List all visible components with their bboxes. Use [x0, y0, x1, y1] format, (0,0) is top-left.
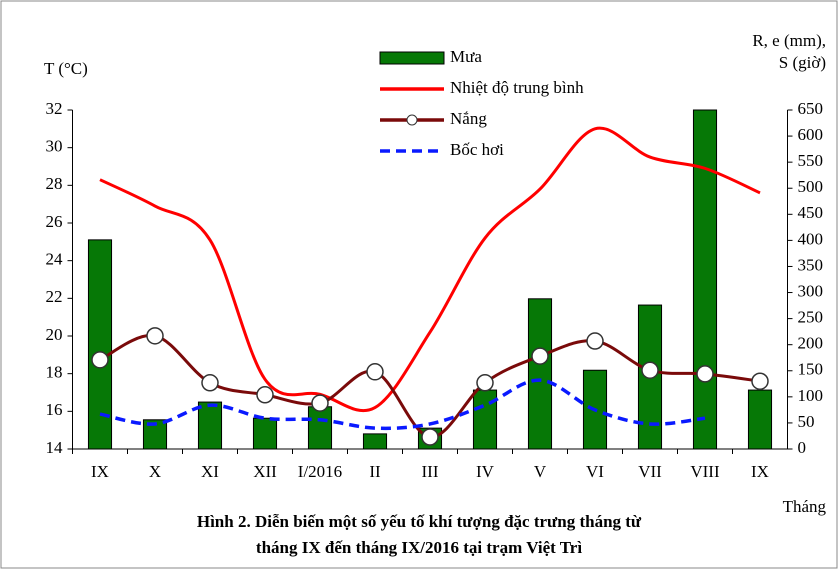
y2-tick-label: 600 [798, 125, 824, 144]
y-tick-label: 30 [46, 137, 63, 156]
marker [641, 361, 659, 379]
y2-tick-label: 350 [798, 255, 824, 274]
y-tick-label: 32 [46, 99, 63, 118]
y2-tick-label: 500 [798, 177, 824, 196]
y-tick-label: 28 [46, 174, 63, 193]
caption: Hình 2. Diễn biến một số yếu tố khí tượn… [197, 512, 642, 531]
marker [256, 386, 274, 404]
line [99, 126, 761, 413]
y2-axis-label: R, e (mm), [752, 31, 826, 50]
marker [696, 365, 714, 383]
bar [472, 389, 498, 450]
marker [146, 327, 164, 345]
y2-tick-label: 300 [798, 281, 824, 300]
y-axis-label: T (°C) [44, 59, 88, 78]
x-tick-label: XII [253, 462, 277, 481]
marker [531, 347, 549, 365]
x-axis-label: Tháng [783, 497, 827, 516]
x-tick-label: XI [201, 462, 219, 481]
y-tick-label: 16 [46, 400, 63, 419]
y-tick-label: 26 [46, 212, 63, 231]
marker [586, 332, 604, 350]
x-tick-label: III [422, 462, 439, 481]
y2-tick-label: 450 [798, 203, 824, 222]
legend-swatch [379, 51, 445, 65]
marker [421, 428, 439, 446]
bar [307, 406, 333, 450]
legend-label: Bốc hơi [450, 140, 504, 159]
x-tick-label: VII [638, 462, 662, 481]
x-tick-label: II [369, 462, 381, 481]
x-tick-label: IV [476, 462, 495, 481]
marker [476, 374, 494, 392]
y2-tick-label: 400 [798, 229, 824, 248]
y-tick-label: 24 [46, 250, 64, 269]
marker [201, 374, 219, 392]
bar [747, 389, 773, 450]
x-tick-label: IX [91, 462, 109, 481]
marker [751, 372, 769, 390]
y-tick-label: 18 [46, 363, 63, 382]
legend-label: Nhiệt độ trung bình [450, 78, 584, 97]
marker [91, 351, 109, 369]
bar [362, 433, 388, 450]
y-tick-label: 20 [46, 325, 63, 344]
legend-marker [406, 114, 418, 126]
y2-tick-label: 200 [798, 334, 824, 353]
x-tick-label: VIII [690, 462, 720, 481]
y2-tick-label: 100 [798, 386, 824, 405]
line [99, 378, 706, 431]
legend-label: Mưa [450, 47, 482, 66]
marker [311, 394, 329, 412]
y2-tick-label: 0 [798, 438, 807, 457]
x-tick-label: X [149, 462, 161, 481]
x-tick-label: VI [586, 462, 604, 481]
bar [527, 298, 553, 450]
x-tick-label: V [534, 462, 547, 481]
y2-axis-label: S (giờ) [779, 53, 826, 72]
bar [252, 417, 278, 450]
y2-tick-label: 550 [798, 151, 824, 170]
bar [692, 109, 718, 450]
x-tick-label: IX [751, 462, 769, 481]
y-tick-label: 22 [46, 287, 63, 306]
bar [197, 401, 223, 450]
y2-tick-label: 50 [798, 412, 815, 431]
y2-tick-label: 250 [798, 308, 824, 327]
marker [366, 363, 384, 381]
y2-tick-label: 650 [798, 99, 824, 118]
y-tick-label: 14 [46, 438, 64, 457]
y2-tick-label: 150 [798, 360, 824, 379]
caption: tháng IX đến tháng IX/2016 tại trạm Việt… [256, 538, 582, 557]
x-tick-label: I/2016 [298, 462, 342, 481]
legend-label: Nắng [450, 109, 487, 128]
